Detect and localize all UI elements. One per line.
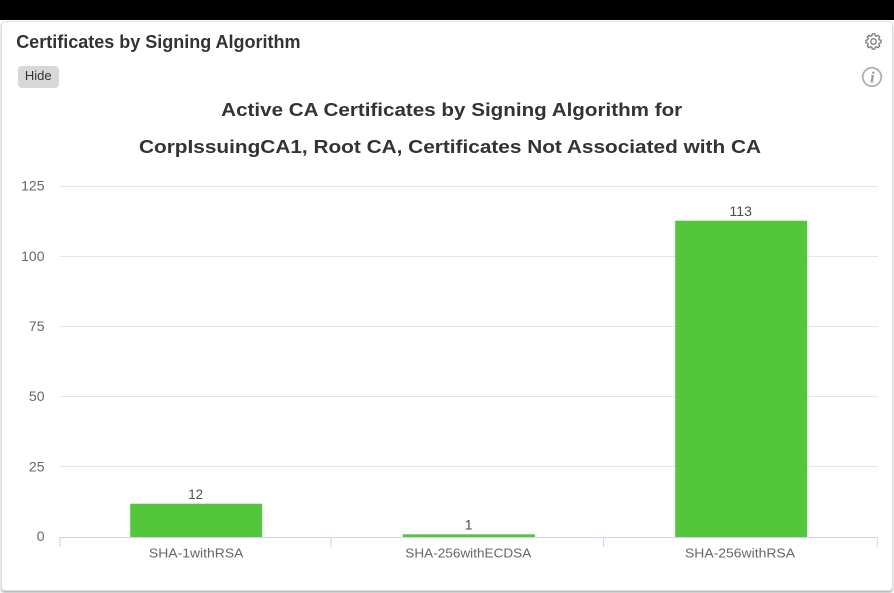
svg-text:125: 125: [21, 178, 45, 194]
svg-text:SHA-256withRSA: SHA-256withRSA: [685, 546, 795, 561]
svg-text:25: 25: [29, 458, 45, 474]
svg-text:SHA-256withECDSA: SHA-256withECDSA: [405, 546, 531, 561]
svg-text:SHA-1withRSA: SHA-1withRSA: [149, 546, 244, 561]
svg-text:75: 75: [29, 318, 45, 334]
svg-text:0: 0: [37, 528, 45, 544]
svg-text:1: 1: [465, 516, 473, 532]
svg-text:12: 12: [188, 486, 203, 502]
svg-text:113: 113: [729, 203, 752, 219]
svg-text:50: 50: [29, 388, 45, 404]
svg-text:Active CA Certificates by Sign: Active CA Certificates by Signing Algori…: [221, 100, 682, 120]
svg-text:i: i: [870, 69, 875, 86]
svg-text:CorpIssuingCA1, Root CA, Certi: CorpIssuingCA1, Root CA, Certificates No…: [139, 137, 761, 157]
svg-text:100: 100: [21, 248, 45, 264]
